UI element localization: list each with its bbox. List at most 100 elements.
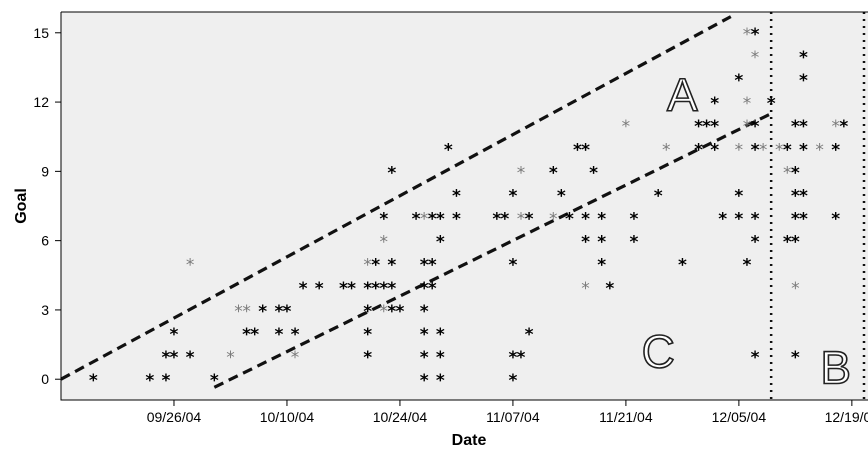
data-point: * — [791, 186, 800, 206]
data-point: * — [743, 94, 752, 114]
data-point: * — [210, 371, 219, 391]
data-point: * — [831, 210, 840, 230]
data-point: * — [549, 210, 558, 230]
region-label-b: B — [820, 342, 851, 394]
data-point: * — [428, 279, 437, 299]
data-point: * — [363, 256, 372, 276]
x-tick-label: 12/19/04 — [825, 409, 868, 425]
data-point: * — [387, 302, 396, 322]
data-point: * — [517, 163, 526, 183]
data-point: * — [387, 163, 396, 183]
data-point: * — [654, 186, 663, 206]
data-point: * — [508, 186, 517, 206]
data-point: * — [420, 371, 429, 391]
data-point: * — [815, 140, 824, 160]
data-point: * — [751, 348, 760, 368]
region-labels: A C B — [641, 68, 852, 394]
data-point: * — [597, 256, 606, 276]
data-point: * — [710, 140, 719, 160]
data-point: * — [581, 210, 590, 230]
data-point: * — [145, 371, 154, 391]
data-point: * — [436, 233, 445, 253]
data-point: * — [339, 279, 348, 299]
data-point: * — [420, 302, 429, 322]
data-point: * — [694, 140, 703, 160]
data-point: * — [734, 186, 743, 206]
data-point: * — [710, 117, 719, 137]
data-point: * — [436, 210, 445, 230]
x-tick-label: 11/21/04 — [599, 409, 653, 425]
data-point: * — [783, 163, 792, 183]
data-point: * — [161, 348, 170, 368]
data-point: * — [791, 163, 800, 183]
data-point: * — [751, 25, 760, 45]
data-point: * — [299, 279, 308, 299]
data-point: * — [170, 325, 179, 345]
data-point: * — [452, 210, 461, 230]
data-point: * — [549, 163, 558, 183]
data-point: * — [718, 210, 727, 230]
data-point: * — [371, 279, 380, 299]
data-point: * — [436, 325, 445, 345]
data-point: * — [363, 279, 372, 299]
data-point: * — [380, 233, 389, 253]
data-point: * — [387, 256, 396, 276]
data-point: * — [315, 279, 324, 299]
data-point: * — [799, 48, 808, 68]
data-point: * — [775, 140, 784, 160]
data-point: * — [678, 256, 687, 276]
x-axis-title: Date — [452, 432, 487, 449]
y-tick-label: 15 — [33, 25, 49, 41]
data-point: * — [581, 140, 590, 160]
data-point: * — [395, 302, 404, 322]
data-point: * — [492, 210, 501, 230]
data-point: * — [791, 117, 800, 137]
data-point: * — [662, 140, 671, 160]
data-point: * — [420, 210, 429, 230]
data-point: * — [710, 94, 719, 114]
data-point: * — [751, 233, 760, 253]
data-point: * — [380, 302, 389, 322]
data-point: * — [622, 117, 631, 137]
data-point: * — [791, 233, 800, 253]
data-point: * — [630, 210, 639, 230]
data-point: * — [428, 210, 437, 230]
data-point: * — [743, 256, 752, 276]
y-tick-label: 9 — [41, 163, 49, 179]
data-point: * — [379, 279, 388, 299]
data-point: * — [186, 256, 195, 276]
data-point: * — [734, 210, 743, 230]
data-point: * — [436, 348, 445, 368]
data-point: * — [751, 48, 760, 68]
data-point: * — [767, 94, 776, 114]
data-point: * — [605, 279, 614, 299]
data-point: * — [283, 302, 292, 322]
plot-area — [61, 12, 868, 400]
x-tick-label: 12/05/04 — [712, 409, 767, 425]
data-point: * — [508, 348, 517, 368]
data-point: * — [242, 302, 251, 322]
data-point: * — [799, 210, 808, 230]
data-point: * — [363, 302, 372, 322]
y-axis-title: Goal — [13, 188, 30, 224]
data-point: * — [291, 325, 300, 345]
data-point: * — [347, 279, 356, 299]
data-point: * — [751, 117, 760, 137]
y-tick-label: 0 — [41, 371, 49, 387]
region-label-c: C — [642, 326, 675, 378]
dashed-boundary-line — [213, 112, 772, 389]
y-tick-label: 12 — [33, 94, 49, 110]
data-point: * — [799, 117, 808, 137]
data-point: * — [161, 371, 170, 391]
data-point: * — [379, 210, 388, 230]
data-point: * — [743, 117, 752, 137]
data-point: * — [517, 210, 526, 230]
data-point: * — [799, 186, 808, 206]
data-point: * — [363, 348, 372, 368]
reference-lines — [60, 12, 866, 400]
data-point: * — [258, 302, 267, 322]
data-point: * — [525, 325, 534, 345]
data-point: * — [387, 279, 396, 299]
y-tick-label: 3 — [41, 302, 49, 318]
